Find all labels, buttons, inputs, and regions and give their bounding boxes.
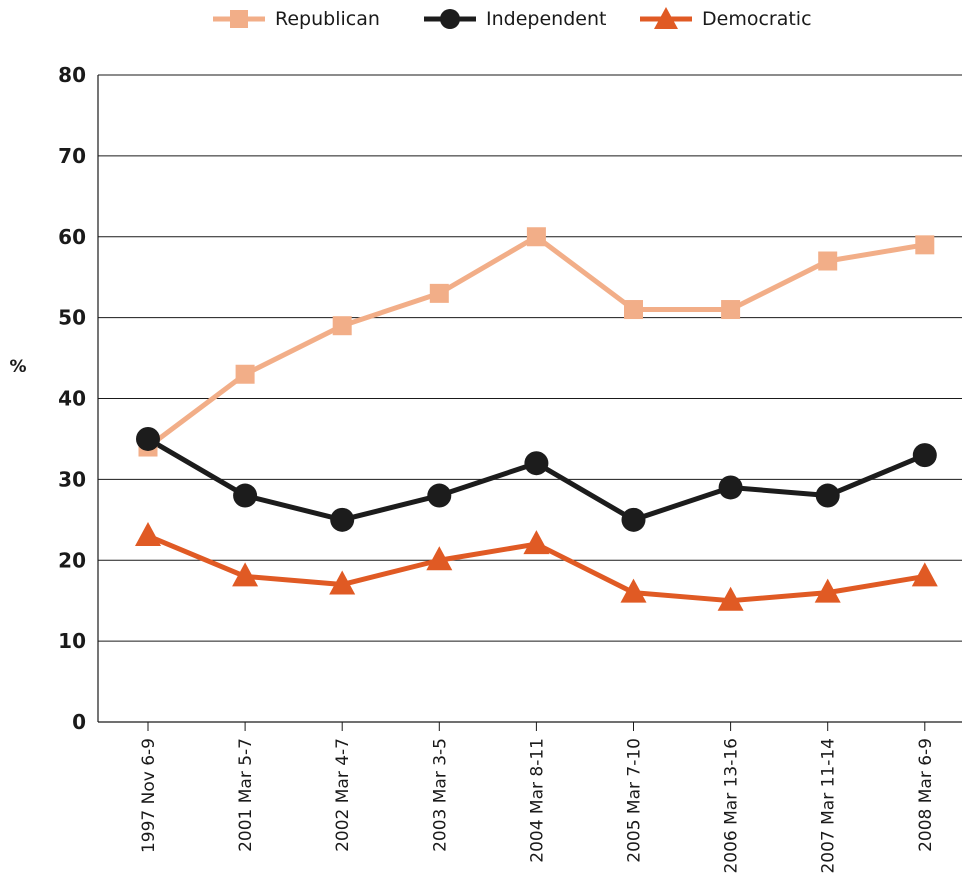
y-axis-label: % bbox=[9, 357, 26, 377]
x-tick-label: 2005 Mar 7-10 bbox=[625, 738, 645, 863]
x-tick-label: 1997 Nov 6-9 bbox=[139, 738, 159, 853]
republican-point bbox=[721, 300, 741, 320]
democratic-point bbox=[329, 570, 356, 595]
y-tick-label: 50 bbox=[58, 306, 86, 330]
y-tick-label: 40 bbox=[58, 387, 86, 411]
independent-point bbox=[815, 483, 840, 508]
independent-point bbox=[912, 443, 937, 468]
x-tick-label: 2003 Mar 3-5 bbox=[430, 738, 450, 852]
circle-marker-icon bbox=[424, 9, 476, 29]
democratic-point bbox=[911, 562, 938, 587]
triangle-marker-icon bbox=[640, 7, 692, 29]
legend: Republican Independent Democratic bbox=[0, 4, 964, 34]
y-tick-label: 20 bbox=[58, 548, 86, 572]
democratic-point bbox=[523, 530, 550, 555]
gridlines bbox=[98, 74, 962, 642]
y-axis-ticks: 0 10 20 30 40 50 60 70 80 bbox=[58, 63, 86, 734]
democratic-point bbox=[717, 586, 744, 611]
series-line-republican bbox=[145, 234, 928, 450]
y-tick-label: 10 bbox=[58, 629, 86, 653]
republican-point bbox=[526, 227, 546, 247]
x-tick-label: 2007 Mar 11-14 bbox=[819, 738, 839, 874]
independent-point bbox=[718, 475, 743, 500]
x-tick-label: 2002 Mar 4-7 bbox=[333, 738, 353, 852]
independent-point bbox=[330, 507, 355, 532]
democratic-point bbox=[620, 578, 647, 603]
republican-point bbox=[429, 283, 449, 303]
independent-point bbox=[427, 483, 452, 508]
x-tick-label: 2001 Mar 5-7 bbox=[236, 738, 256, 852]
x-tick-label: 2006 Mar 13-16 bbox=[722, 738, 742, 874]
x-tick-label: 2008 Mar 6-9 bbox=[916, 738, 936, 852]
y-tick-label: 80 bbox=[58, 63, 86, 87]
independent-point bbox=[136, 426, 160, 451]
legend-item-independent: Independent bbox=[424, 4, 606, 34]
y-tick-label: 70 bbox=[58, 144, 86, 168]
republican-point bbox=[818, 251, 838, 271]
y-tick-label: 0 bbox=[72, 710, 86, 734]
square-marker-icon bbox=[213, 10, 265, 28]
republican-point bbox=[624, 300, 643, 320]
democratic-point bbox=[232, 562, 259, 587]
legend-label-democratic: Democratic bbox=[702, 8, 812, 30]
axes bbox=[97, 75, 962, 723]
republican-point bbox=[332, 316, 352, 336]
democratic-point bbox=[426, 546, 453, 571]
republican-point bbox=[915, 235, 935, 255]
y-tick-label: 30 bbox=[58, 467, 86, 491]
democratic-point bbox=[814, 578, 841, 603]
republican-point bbox=[235, 364, 255, 384]
legend-label-republican: Republican bbox=[275, 8, 380, 30]
y-tick-label: 60 bbox=[58, 225, 86, 249]
democratic-point bbox=[135, 521, 161, 546]
independent-point bbox=[233, 483, 258, 508]
legend-item-democratic: Democratic bbox=[640, 4, 812, 34]
independent-point bbox=[621, 507, 646, 532]
legend-label-independent: Independent bbox=[486, 8, 607, 30]
legend-item-republican: Republican bbox=[213, 4, 380, 34]
independent-point bbox=[524, 451, 549, 476]
series-markers bbox=[135, 227, 938, 611]
x-tick-label: 2004 Mar 8-11 bbox=[527, 738, 547, 863]
x-axis-ticks: 1997 Nov 6-9 2001 Mar 5-7 2002 Mar 4-7 2003… bbox=[139, 722, 936, 874]
